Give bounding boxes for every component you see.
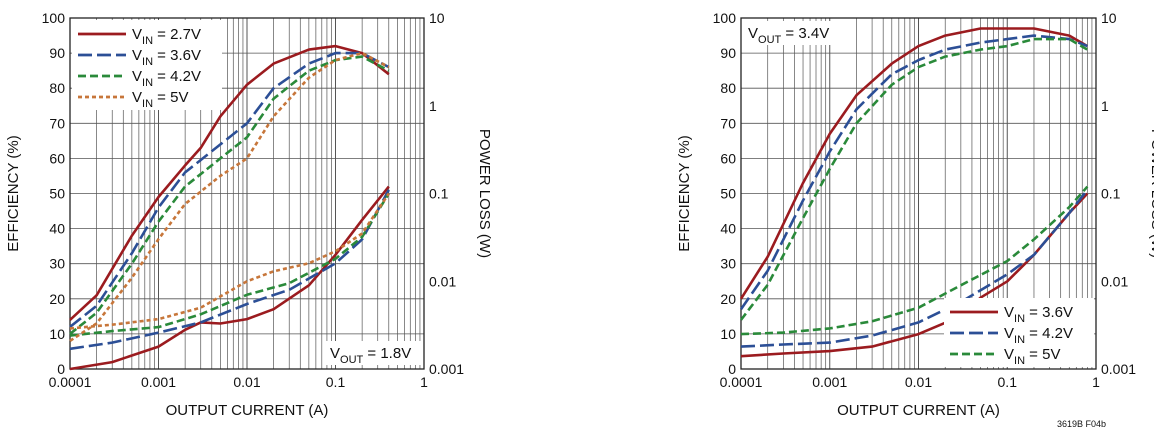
y-tick-label: 10	[49, 326, 65, 342]
efficiency-line-2	[739, 37, 1089, 321]
efficiency-line-1	[69, 51, 390, 328]
x-tick-label: 1	[1092, 374, 1100, 390]
y-tick-label: 70	[720, 115, 736, 131]
legend-label: VIN = 5V	[1004, 346, 1060, 367]
efficiency-line-0	[739, 27, 1089, 300]
annotation-text: VOUT = 3.4V	[748, 25, 829, 46]
y-tick-label: 60	[720, 150, 736, 166]
y2-axis-label: POWER LOSS (W)	[476, 129, 493, 258]
legend-label: VIN = 5V	[132, 89, 188, 110]
legend-label: VIN = 2.7V	[132, 26, 201, 47]
efficiency-line-0	[69, 44, 390, 321]
y-tick-label: 50	[49, 186, 65, 202]
y2-axis-label: POWER LOSS (W)	[1148, 129, 1154, 258]
y-tick-label: 90	[49, 45, 65, 61]
y-tick-label: 0	[57, 361, 65, 377]
x-tick-label: 0.01	[905, 374, 932, 390]
figure-id: 3619B F04b	[1057, 419, 1106, 429]
annotation-background	[744, 21, 840, 45]
y2-tick-label: 1	[1101, 98, 1109, 114]
legend-label: VIN = 4.2V	[1004, 325, 1073, 346]
y2-tick-label: 0.001	[429, 361, 464, 377]
power-loss-line-1	[740, 189, 1089, 348]
y2-tick-label: 0.1	[429, 186, 449, 202]
y2-tick-label: 0.001	[1101, 361, 1136, 377]
vout-annotation: VOUT = 3.4V	[744, 21, 840, 46]
legend-label: VIN = 3.6V	[1004, 304, 1073, 325]
efficiency-line-2	[69, 55, 390, 335]
power-loss-line-2	[740, 185, 1089, 336]
plot-frame	[69, 17, 425, 370]
y-tick-label: 80	[720, 80, 736, 96]
efficiency-line-3	[69, 51, 390, 342]
power-loss-line-1	[69, 189, 390, 351]
y2-tick-label: 0.01	[1101, 273, 1128, 289]
y-tick-label: 30	[49, 256, 65, 272]
chart-right: 0.0001 0.001 0.01 0.1 1010203040506070809010…	[676, 10, 1154, 419]
y-tick-label: 10	[720, 326, 736, 342]
x-tick-label: 0.0001	[49, 374, 92, 390]
plot-frame	[740, 17, 1097, 370]
y-tick-label: 50	[720, 186, 736, 202]
x-axis-label: OUTPUT CURRENT (A)	[837, 402, 1000, 419]
power-loss-line-3	[69, 192, 390, 330]
y-tick-label: 80	[49, 80, 65, 96]
legend-label: VIN = 3.6V	[132, 47, 201, 68]
annotation-background	[326, 341, 422, 365]
y-tick-label: 40	[720, 221, 736, 237]
vout-annotation: VOUT = 1.8V	[326, 341, 422, 366]
y-tick-label: 60	[49, 150, 65, 166]
y2-tick-label: 0.01	[429, 273, 456, 289]
y2-tick-label: 10	[429, 10, 445, 26]
y-axis-label: EFFICIENCY (%)	[676, 135, 693, 251]
x-tick-label: 1	[420, 374, 428, 390]
chart-left: 0.0001 0.001 0.01 0.1 1010203040506070809010…	[5, 10, 493, 419]
y-axis-label: EFFICIENCY (%)	[5, 135, 22, 251]
efficiency-line-1	[739, 34, 1088, 311]
y-tick-label: 0	[728, 361, 736, 377]
y2-tick-label: 10	[1101, 10, 1117, 26]
y2-tick-label: 0.1	[1101, 186, 1121, 202]
power-loss-line-0	[69, 185, 390, 371]
x-tick-label: 0.1	[998, 374, 1018, 390]
y-tick-label: 20	[720, 291, 736, 307]
y-tick-label: 70	[49, 115, 65, 131]
y-tick-label: 90	[720, 45, 736, 61]
x-tick-label: 0.0001	[720, 374, 763, 390]
annotation-text: VOUT = 1.8V	[330, 345, 411, 366]
y-tick-label: 30	[720, 256, 736, 272]
y-tick-label: 100	[713, 10, 737, 26]
x-axis-label: OUTPUT CURRENT (A)	[166, 402, 329, 419]
power-loss-line-2	[69, 192, 390, 337]
y2-tick-label: 1	[429, 98, 437, 114]
legend-label: VIN = 4.2V	[132, 68, 201, 89]
x-tick-label: 0.1	[326, 374, 346, 390]
y-tick-label: 100	[42, 10, 66, 26]
x-tick-label: 0.001	[141, 374, 176, 390]
x-tick-label: 0.01	[233, 374, 260, 390]
x-tick-label: 0.001	[812, 374, 847, 390]
y-tick-label: 20	[49, 291, 65, 307]
y-tick-label: 40	[49, 221, 65, 237]
